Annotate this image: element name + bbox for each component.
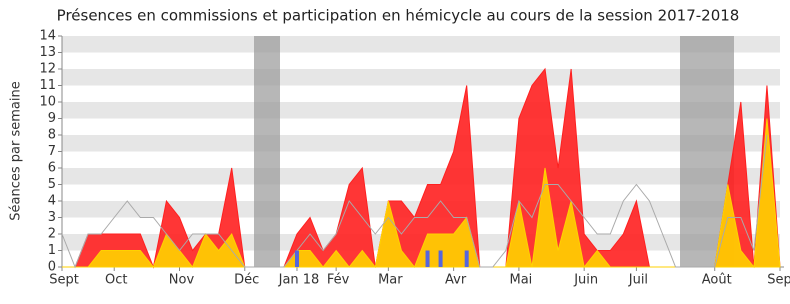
grid-stripe xyxy=(62,69,780,86)
y-tick-label: 4 xyxy=(48,194,56,209)
grid-stripe xyxy=(62,135,780,152)
y-tick-label: 9 xyxy=(48,111,56,126)
y-tick-label: 14 xyxy=(39,29,56,44)
y-tick-label: 5 xyxy=(48,177,56,192)
area xyxy=(62,118,781,269)
y-tick-label: 13 xyxy=(39,45,56,60)
bar xyxy=(425,250,430,267)
x-tick-label: Jan 18 xyxy=(278,273,320,288)
y-tick-label: 11 xyxy=(39,78,56,93)
x-tick-label: Juin xyxy=(573,273,598,288)
grid-stripe xyxy=(62,102,780,119)
x-tick-label: Août xyxy=(702,273,732,288)
x-tick-label: Avr xyxy=(445,273,467,288)
y-tick-label: 3 xyxy=(48,210,56,225)
x-tick-label: Mai xyxy=(510,273,533,288)
grid-stripe xyxy=(62,36,780,53)
y-axis-label: Séances par semaine xyxy=(9,81,24,220)
bar xyxy=(294,250,299,267)
y-tick-label: 12 xyxy=(39,62,56,77)
bar xyxy=(464,250,469,267)
y-tick-label: 1 xyxy=(48,243,56,258)
plot xyxy=(61,67,781,269)
x-tick-label: Fév xyxy=(327,273,350,288)
x-tick-label: Sept xyxy=(767,273,790,288)
grid xyxy=(58,35,784,271)
grid-stripe xyxy=(62,168,780,185)
x-tick-label: Sept xyxy=(49,273,79,288)
y-tick-label: 10 xyxy=(39,95,56,110)
x-tick-label: Mar xyxy=(378,273,403,288)
x-tick-label: Déc xyxy=(234,273,259,288)
y-tick-label: 7 xyxy=(48,144,56,159)
y-tick-label: 2 xyxy=(48,227,56,242)
y-tick-label: 8 xyxy=(48,128,56,143)
x-tick-label: Oct xyxy=(105,273,127,288)
x-tick-label: Juil xyxy=(628,273,648,288)
median-line xyxy=(61,134,768,269)
x-tick-label: Nov xyxy=(169,273,195,288)
chart-title: Présences en commissions et participatio… xyxy=(57,7,740,25)
y-tick-label: 6 xyxy=(48,161,56,176)
vacation-band xyxy=(254,36,280,267)
y-tick-label: 0 xyxy=(48,260,56,275)
bar xyxy=(438,250,443,267)
